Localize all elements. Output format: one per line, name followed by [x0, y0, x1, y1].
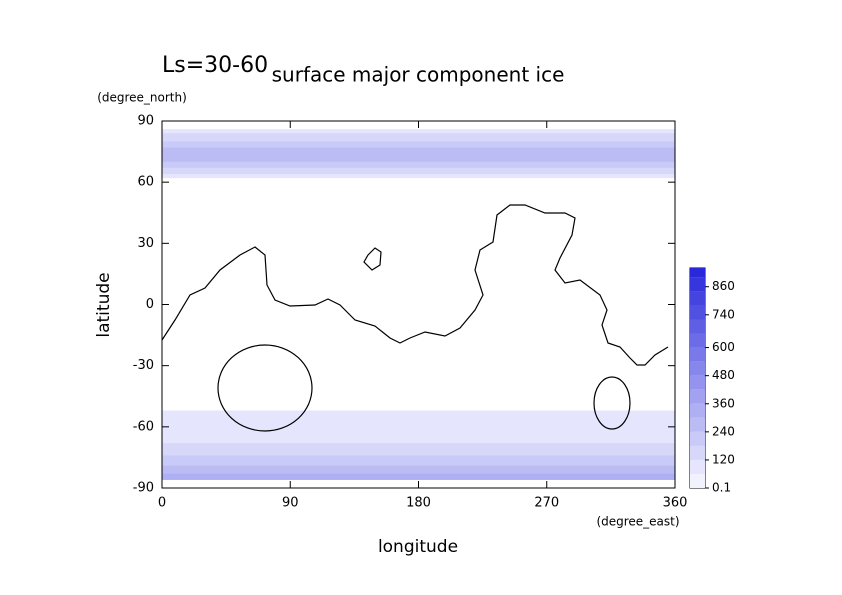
colorbar-step	[690, 361, 705, 376]
y-tick-label: -60	[133, 419, 154, 434]
x-axis-label: longitude	[378, 537, 458, 557]
colorbar-tick-label: 360	[712, 396, 735, 410]
topography-contour	[161, 204, 669, 432]
colorbar-step	[690, 459, 705, 474]
colorbar-tick-label: 740	[712, 307, 735, 321]
colorbar-tick-label: 120	[712, 452, 735, 466]
ice-fields	[162, 129, 675, 480]
x-tick-label: 0	[158, 496, 166, 511]
x-tick-label: 270	[534, 496, 559, 511]
colorbar-step	[690, 417, 705, 432]
y-tick-label: -30	[133, 358, 154, 373]
colorbar-step	[690, 445, 705, 460]
x-tick-label: 90	[282, 496, 299, 511]
colorbar-step	[690, 375, 705, 390]
colorbar-step	[690, 319, 705, 334]
x-tick-label: 360	[663, 496, 688, 511]
y-tick-label: 60	[137, 175, 154, 190]
colorbar-step	[690, 333, 705, 348]
chart-subtitle: Ls=30-60	[162, 53, 268, 78]
contour-line	[161, 204, 669, 366]
y-unit: (degree_north)	[97, 91, 187, 105]
contour-line	[217, 344, 313, 432]
y-tick-label: -90	[133, 481, 154, 496]
chart-title: surface major component ice	[272, 63, 565, 87]
y-tick-label: 90	[137, 114, 154, 129]
ice-band	[162, 147, 675, 162]
colorbar-step	[690, 291, 705, 306]
colorbar-step	[690, 268, 705, 278]
colorbar-tick-label: 860	[712, 279, 735, 293]
colorbar-step	[690, 277, 705, 292]
x-tick-label: 180	[406, 496, 431, 511]
y-tick-label: 0	[146, 297, 154, 312]
colorbar-tick-label: 600	[712, 340, 735, 354]
colorbar-step	[690, 347, 705, 362]
y-axis-label: latitude	[94, 272, 114, 337]
colorbar-step	[690, 389, 705, 404]
colorbar-step	[690, 305, 705, 320]
ice-band	[162, 473, 675, 480]
contour-line	[363, 247, 382, 271]
colorbar-tick-label: 240	[712, 424, 735, 438]
colorbar-tick-label: 480	[712, 368, 735, 382]
colorbar-step	[690, 473, 705, 488]
contour-line	[593, 376, 631, 430]
y-tick-label: 30	[137, 236, 154, 251]
x-unit: (degree_east)	[596, 515, 679, 529]
colorbar-step	[690, 403, 705, 418]
colorbar-tick-label: 0.1	[712, 481, 731, 495]
colorbar-step	[690, 431, 705, 446]
